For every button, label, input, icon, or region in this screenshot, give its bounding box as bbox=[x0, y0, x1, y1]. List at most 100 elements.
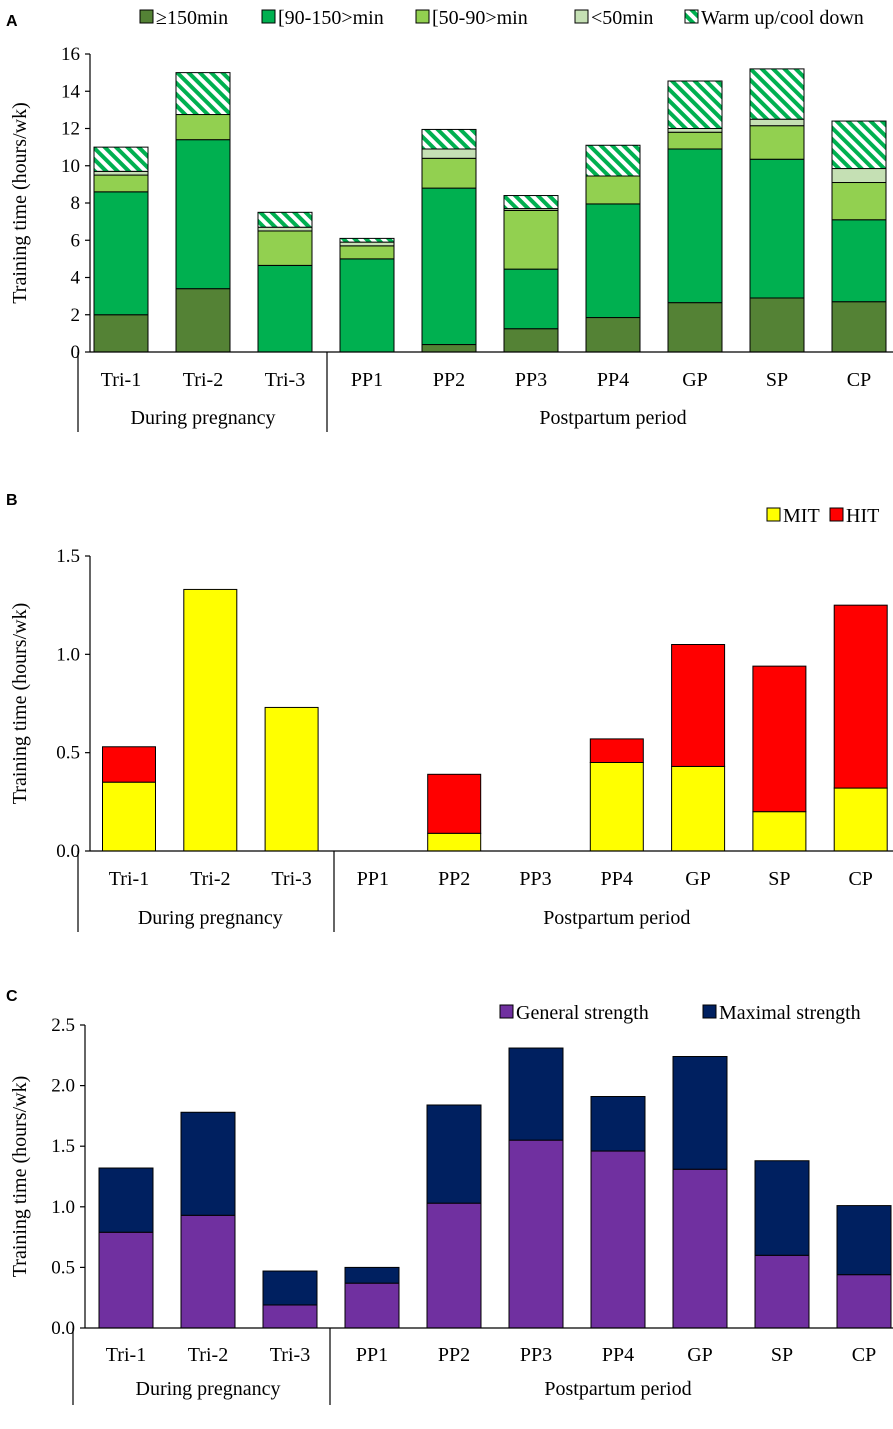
bar-segment bbox=[749, 297, 805, 353]
y-tick-label: 2 bbox=[71, 305, 81, 326]
panel-c: C General strength Maximal strength Trainin… bbox=[6, 988, 893, 1405]
bar-segment bbox=[183, 588, 238, 852]
group-label: During pregnancy bbox=[136, 1378, 281, 1400]
x-tick-label: GP bbox=[687, 1344, 713, 1366]
panel-letter: C bbox=[6, 988, 18, 1005]
x-tick-label: SP bbox=[768, 868, 790, 890]
y-tick-label: 1.5 bbox=[56, 546, 80, 567]
bar-segment bbox=[93, 170, 149, 176]
x-tick-label: Tri-1 bbox=[106, 1344, 146, 1366]
bar-segment bbox=[257, 226, 313, 232]
x-tick-label: PP2 bbox=[433, 369, 465, 391]
y-tick-label: 8 bbox=[71, 193, 81, 214]
bar-segment bbox=[667, 80, 723, 129]
bar-segment bbox=[426, 1104, 482, 1204]
bar-segment bbox=[175, 72, 231, 116]
panel-letter: A bbox=[6, 13, 18, 30]
y-axis-label: Training time (hours/wk) bbox=[9, 603, 31, 804]
bar-segment bbox=[667, 302, 723, 353]
y-tick-label: 0 bbox=[71, 342, 81, 363]
panel-b: B MIT HIT Training time (hours/wk) 0.0 0.5 1.0… bbox=[6, 492, 893, 932]
bar-segment bbox=[836, 1205, 892, 1276]
group-label: Postpartum period bbox=[544, 1378, 691, 1400]
group-label: During pregnancy bbox=[138, 907, 283, 929]
bar-segment bbox=[585, 175, 641, 205]
bar-segment bbox=[339, 237, 395, 243]
x-tick-label: PP2 bbox=[438, 1344, 470, 1366]
x-tick-label: CP bbox=[852, 1344, 876, 1366]
x-tick-label: GP bbox=[682, 369, 708, 391]
bar-segment bbox=[508, 1047, 564, 1141]
x-tick-label: Tri-2 bbox=[190, 868, 230, 890]
legend-swatch bbox=[415, 9, 430, 24]
bar-segment bbox=[831, 120, 887, 170]
x-tick-label: SP bbox=[771, 1344, 793, 1366]
x-tick-label: PP2 bbox=[438, 868, 470, 890]
bar-segment bbox=[749, 125, 805, 160]
x-tick-label: Tri-3 bbox=[271, 868, 311, 890]
bar-segment bbox=[836, 1274, 892, 1329]
group-label: During pregnancy bbox=[131, 407, 276, 429]
x-tick-label: SP bbox=[766, 369, 788, 391]
bar-segment bbox=[262, 1304, 318, 1329]
y-tick-label: 10 bbox=[61, 156, 80, 177]
bar-segment bbox=[102, 746, 156, 783]
bar-segment bbox=[339, 245, 395, 260]
bar-segment bbox=[672, 1168, 728, 1329]
legend-label: [50-90>min bbox=[432, 7, 528, 29]
bar-segment bbox=[344, 1266, 400, 1284]
panel-letter: B bbox=[6, 492, 18, 509]
panel-a: A ≥150min [90-150>min [50-90>min <50min Warm … bbox=[6, 7, 893, 432]
bar-segment bbox=[667, 128, 723, 133]
x-tick-label: GP bbox=[685, 868, 711, 890]
bar-segment bbox=[752, 811, 807, 852]
bar-segment bbox=[93, 146, 149, 172]
x-tick-label: PP3 bbox=[519, 868, 551, 890]
bar-segment bbox=[752, 665, 807, 813]
x-tick-label: Tri-3 bbox=[265, 369, 305, 391]
bar-segment bbox=[589, 738, 644, 764]
bar-segment bbox=[831, 168, 887, 184]
legend-label: <50min bbox=[591, 7, 653, 29]
bar-segment bbox=[749, 158, 805, 299]
y-tick-label: 2.0 bbox=[51, 1076, 75, 1097]
y-axis-label: Training time (hours/wk) bbox=[9, 1076, 31, 1277]
bar-segment bbox=[180, 1214, 236, 1329]
bar-segment bbox=[833, 604, 888, 789]
legend-swatch bbox=[139, 9, 154, 24]
bar-segment bbox=[672, 1056, 728, 1170]
y-tick-label: 0.5 bbox=[51, 1257, 75, 1278]
bar-segment bbox=[262, 1270, 318, 1306]
group-label: Postpartum period bbox=[539, 407, 686, 429]
bar-segment bbox=[585, 144, 641, 177]
bar-segment bbox=[831, 301, 887, 353]
bar-segment bbox=[421, 187, 477, 346]
legend-swatch bbox=[766, 507, 781, 522]
x-tick-label: Tri-2 bbox=[188, 1344, 228, 1366]
x-tick-label: PP1 bbox=[357, 868, 389, 890]
bar-segment bbox=[344, 1282, 400, 1329]
legend-label: HIT bbox=[846, 505, 879, 527]
bar-segment bbox=[590, 1150, 646, 1329]
bar-segment bbox=[503, 328, 559, 353]
y-axis-label: Training time (hours/wk) bbox=[9, 102, 31, 303]
bar-segment bbox=[98, 1231, 154, 1329]
y-tick-label: 16 bbox=[61, 44, 80, 65]
bar-segment bbox=[667, 148, 723, 304]
legend-label: General strength bbox=[516, 1002, 649, 1024]
x-tick-label: PP4 bbox=[597, 369, 629, 391]
bar-segment bbox=[421, 344, 477, 353]
legend-label: Warm up/cool down bbox=[701, 7, 864, 29]
x-tick-label: Tri-1 bbox=[109, 868, 149, 890]
bar-segment bbox=[93, 191, 149, 316]
bar-segment bbox=[102, 781, 156, 852]
x-tick-label: Tri-2 bbox=[183, 369, 223, 391]
legend-swatch bbox=[499, 1004, 514, 1019]
bar-segment bbox=[339, 241, 395, 247]
y-tick-label: 6 bbox=[71, 230, 81, 251]
bar-segment bbox=[257, 211, 313, 228]
legend-label: [90-150>min bbox=[278, 7, 384, 29]
y-tick-label: 1.5 bbox=[51, 1136, 75, 1157]
x-tick-label: Tri-1 bbox=[101, 369, 141, 391]
bar-segment bbox=[264, 706, 319, 852]
